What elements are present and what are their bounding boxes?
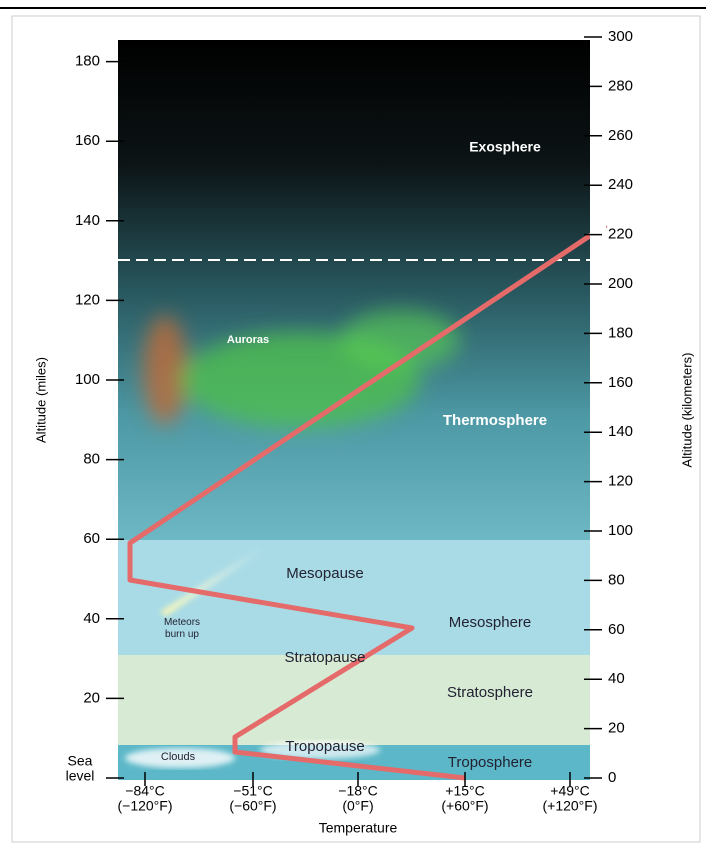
right-tick-label: 280 — [608, 77, 633, 94]
right-axis-title: Altitude (kilometers) — [679, 353, 694, 468]
sea-level-label: Sea — [68, 753, 93, 769]
left-tick-label: 140 — [75, 212, 100, 229]
right-tick-label: 240 — [608, 176, 633, 193]
left-tick-label: 180 — [75, 53, 100, 70]
right-tick-label: 200 — [608, 275, 633, 292]
right-tick-label: 80 — [608, 571, 625, 588]
left-tick-label: 60 — [83, 530, 100, 547]
layer-label: Troposphere — [448, 754, 533, 771]
right-tick-label: 160 — [608, 374, 633, 391]
left-tick-label: 160 — [75, 132, 100, 149]
x-label-celsius: +15°C — [445, 783, 484, 799]
right-tick-label: 0 — [608, 769, 616, 786]
x-label-fahrenheit: (0°F) — [342, 798, 373, 814]
x-label-celsius: +49°C — [550, 783, 589, 799]
diagram: Altitude (miles) Altitude (kilometers) T… — [0, 0, 706, 845]
x-label-celsius: −51°C — [233, 783, 272, 799]
right-tick-label: 260 — [608, 127, 633, 144]
x-label-celsius: −84°C — [125, 783, 164, 799]
layer-label: Auroras — [227, 334, 269, 346]
left-tick-label: 40 — [83, 610, 100, 627]
layer-label: Mesopause — [286, 565, 364, 582]
layer-label: Stratosphere — [447, 684, 533, 701]
right-tick-label: 300 — [608, 28, 633, 45]
left-tick-label: 80 — [83, 451, 100, 468]
layer-label: Exosphere — [469, 139, 541, 155]
right-tick-label: 100 — [608, 522, 633, 539]
right-tick-label: 140 — [608, 423, 633, 440]
layer-label: Tropopause — [285, 738, 365, 755]
right-tick-label: 220 — [608, 226, 633, 243]
layer-label: Stratopause — [285, 649, 366, 666]
mask — [590, 40, 606, 240]
x-label-fahrenheit: (+60°F) — [441, 798, 488, 814]
right-tick-label: 60 — [608, 621, 625, 638]
x-label-fahrenheit: (−60°F) — [229, 798, 276, 814]
sea-level-label: level — [66, 768, 95, 784]
x-label-fahrenheit: (−120°F) — [117, 798, 172, 814]
layer-label: Mesosphere — [449, 614, 532, 631]
layer-label: Thermosphere — [443, 412, 547, 429]
layer-label: Clouds — [161, 751, 196, 763]
left-tick-label: 20 — [83, 689, 100, 706]
right-tick-label: 40 — [608, 670, 625, 687]
left-axis-title: Altitude (miles) — [33, 357, 48, 443]
left-tick-label: 120 — [75, 291, 100, 308]
right-tick-label: 20 — [608, 720, 625, 737]
x-label-celsius: −18°C — [338, 783, 377, 799]
upper-atmosphere — [118, 40, 590, 540]
x-label-fahrenheit: (+120°F) — [542, 798, 597, 814]
left-tick-label: 100 — [75, 371, 100, 388]
right-tick-label: 120 — [608, 473, 633, 490]
x-axis-title: Temperature — [319, 820, 398, 836]
right-tick-label: 180 — [608, 324, 633, 341]
